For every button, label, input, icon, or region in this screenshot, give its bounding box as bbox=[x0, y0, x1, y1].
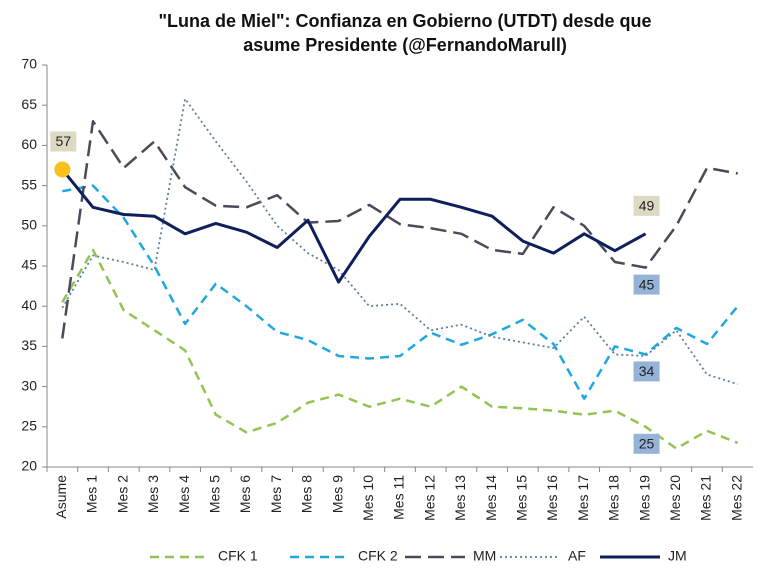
x-tick-label: Mes 4 bbox=[176, 475, 192, 513]
value-label-box bbox=[633, 195, 660, 216]
x-tick-label: Mes 17 bbox=[575, 475, 591, 521]
x-tick-label: Mes 15 bbox=[513, 475, 529, 521]
series-line bbox=[62, 184, 739, 400]
x-tick-label: Mes 21 bbox=[698, 475, 714, 521]
y-tick-label: 55 bbox=[21, 176, 37, 192]
x-tick-label: Mes 14 bbox=[483, 475, 499, 521]
x-tick-label: Mes 5 bbox=[207, 475, 223, 513]
value-label-box bbox=[633, 433, 660, 454]
x-tick-label: Mes 3 bbox=[145, 475, 161, 513]
value-label: 57 bbox=[56, 133, 72, 149]
x-tick-label: Mes 7 bbox=[268, 475, 284, 513]
x-tick-label: Mes 22 bbox=[728, 475, 744, 521]
value-label: 34 bbox=[639, 363, 655, 379]
x-tick-label: Mes 13 bbox=[452, 475, 468, 521]
x-tick-label: Mes 19 bbox=[636, 475, 652, 521]
series-line bbox=[61, 97, 738, 386]
y-tick-label: 50 bbox=[21, 217, 37, 233]
x-tick-label: Mes 9 bbox=[329, 475, 345, 513]
chart-title: asume Presidente (@FernandoMarull) bbox=[243, 35, 567, 55]
x-tick-label: Mes 10 bbox=[360, 475, 376, 521]
x-tick-label: Mes 11 bbox=[391, 475, 407, 520]
y-tick-label: 45 bbox=[21, 257, 37, 273]
value-label: 49 bbox=[639, 198, 655, 214]
series-line bbox=[61, 120, 738, 339]
y-tick-label: 20 bbox=[21, 458, 37, 474]
x-tick-label: Mes 16 bbox=[544, 475, 560, 521]
x-tick-label: Mes 2 bbox=[114, 475, 130, 513]
x-tick-label: Mes 12 bbox=[421, 475, 437, 521]
legend-label: JM bbox=[668, 548, 687, 564]
x-tick-label: Asume bbox=[53, 475, 69, 519]
series-line bbox=[61, 248, 739, 450]
x-tick-label: Mes 8 bbox=[299, 475, 315, 513]
legend-label: CFK 2 bbox=[358, 548, 398, 564]
y-tick-label: 60 bbox=[21, 136, 37, 152]
legend-label: CFK 1 bbox=[218, 548, 258, 564]
point-marker bbox=[54, 161, 71, 178]
x-tick-label: Mes 20 bbox=[667, 475, 683, 521]
value-label: 25 bbox=[639, 436, 655, 452]
series-line bbox=[61, 168, 647, 284]
value-label-box bbox=[50, 131, 77, 152]
x-tick-label: Mes 6 bbox=[237, 475, 253, 513]
x-tick-label: Mes 1 bbox=[84, 475, 100, 513]
x-tick-label: Mes 18 bbox=[606, 475, 622, 521]
legend-label: AF bbox=[568, 548, 586, 564]
chart-title: "Luna de Miel": Confianza en Gobierno (U… bbox=[158, 11, 651, 31]
y-tick-label: 35 bbox=[21, 337, 37, 353]
value-label: 45 bbox=[639, 276, 655, 292]
y-tick-label: 30 bbox=[21, 377, 37, 393]
y-tick-label: 65 bbox=[21, 96, 37, 112]
value-label-box bbox=[633, 361, 660, 382]
value-label-box bbox=[633, 274, 660, 295]
y-tick-label: 70 bbox=[21, 56, 37, 72]
y-tick-label: 25 bbox=[21, 418, 37, 434]
y-tick-label: 40 bbox=[21, 297, 37, 313]
legend-label: MM bbox=[473, 548, 496, 564]
